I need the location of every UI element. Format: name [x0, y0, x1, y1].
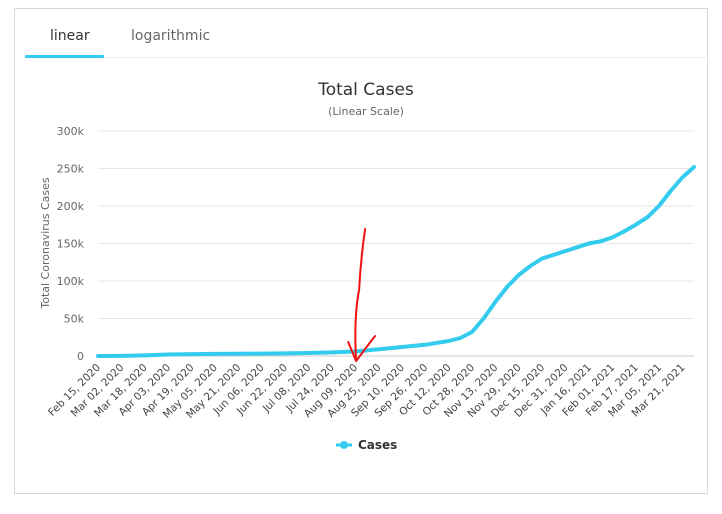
- legend-label-cases[interactable]: Cases: [358, 438, 397, 452]
- series-line-cases: [96, 165, 696, 358]
- y-tick-label: 200k: [57, 200, 85, 213]
- annotation-arrow: [347, 228, 377, 362]
- tab-linear[interactable]: linear: [50, 28, 90, 44]
- y-tick-label: 300k: [57, 125, 85, 138]
- active-tab-indicator: [25, 55, 104, 58]
- y-tick-label: 50k: [64, 313, 85, 326]
- tab-divider: [25, 57, 708, 58]
- y-tick-label: 0: [77, 350, 84, 363]
- chart-frame: [14, 8, 708, 494]
- legend-marker: [340, 441, 348, 449]
- y-tick-label: 150k: [57, 238, 85, 251]
- legend[interactable]: Cases: [336, 438, 397, 452]
- chart-subtitle: (Linear Scale): [328, 105, 404, 118]
- y-tick-label: 250k: [57, 163, 85, 176]
- y-axis-label: Total Coronavirus Cases: [39, 177, 52, 310]
- tab-logarithmic[interactable]: logarithmic: [131, 28, 211, 44]
- chart-title: Total Cases: [317, 80, 414, 100]
- y-tick-label: 100k: [57, 275, 85, 288]
